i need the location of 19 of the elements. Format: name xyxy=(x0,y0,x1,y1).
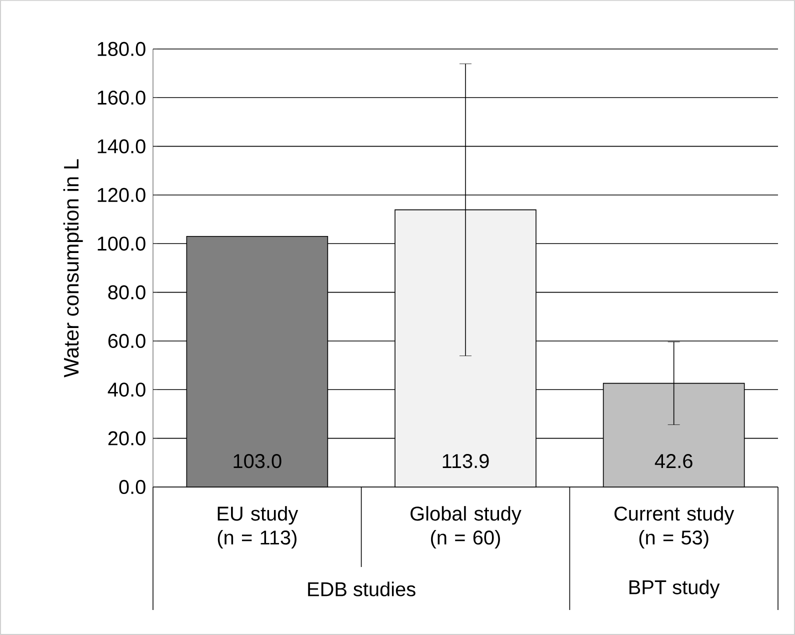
text: EDB studies xyxy=(308,582,416,596)
data-label: 42.6 xyxy=(654,454,692,468)
y-tick-label: 140.0 xyxy=(98,139,146,154)
y-tick-label: 60.0 xyxy=(108,334,146,348)
x-tick-label: Current study (n = 53) xyxy=(614,506,734,549)
y-tick-label: 160.0 xyxy=(98,90,146,105)
y-tick-label: 120.0 xyxy=(98,188,146,202)
y-tick-label: 20.0 xyxy=(108,431,146,446)
y-tick-label: 40.0 xyxy=(108,382,146,397)
y-axis-title: Water consumption in L xyxy=(63,159,83,378)
x-tick-label: EU study (n = 113) xyxy=(218,506,298,549)
data-label: 113.9 xyxy=(442,454,489,468)
y-tick-label: 0.0 xyxy=(119,480,146,494)
y-tick-label: 100.0 xyxy=(98,236,146,251)
text: BPT study xyxy=(629,580,720,598)
data-label: 103.0 xyxy=(234,454,282,468)
y-tick-label: 80.0 xyxy=(108,285,146,300)
y-tick-label: 180.0 xyxy=(98,42,146,56)
x-tick-label: Global study (n = 60) xyxy=(410,506,522,549)
